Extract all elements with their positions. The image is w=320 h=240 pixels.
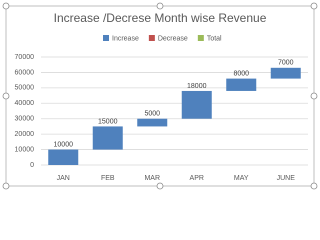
x-tick-label: APR (190, 175, 204, 182)
legend-label: Increase (112, 35, 139, 42)
chart-title: Increase /Decrese Month wise Revenue (54, 11, 267, 25)
x-tick-label: FEB (101, 175, 115, 182)
x-tick-label: MAR (144, 175, 160, 182)
bar (181, 90, 212, 119)
y-tick-label: 10000 (15, 146, 35, 153)
data-label: 10000 (54, 141, 74, 148)
legend-swatch (197, 35, 204, 41)
data-label: 15000 (98, 118, 118, 125)
data-label: 5000 (144, 111, 160, 118)
bar (226, 78, 257, 91)
data-label: 8000 (233, 70, 249, 77)
y-tick-label: 0 (30, 162, 34, 169)
y-tick-label: 20000 (15, 131, 35, 138)
bar (92, 126, 123, 150)
x-tick-label: MAY (234, 175, 249, 182)
y-tick-label: 60000 (15, 69, 35, 76)
x-tick-label: JAN (57, 175, 70, 182)
bar (270, 67, 301, 79)
bar (48, 149, 79, 165)
y-tick-label: 40000 (15, 100, 35, 107)
y-tick-label: 50000 (15, 85, 35, 92)
legend-swatch (103, 35, 109, 41)
chart: Increase /Decrese Month wise Revenue Inc… (2, 2, 318, 190)
bar (137, 118, 168, 127)
y-tick-label: 70000 (15, 54, 35, 61)
x-tick-label: JUNE (277, 175, 296, 182)
selection-handles (2, 2, 318, 190)
data-label: 18000 (187, 83, 207, 90)
legend-swatch (148, 35, 155, 41)
data-label: 7000 (278, 60, 294, 67)
legend-label: Total (207, 35, 222, 42)
y-tick-label: 30000 (15, 116, 35, 123)
legend-label: Decrease (158, 35, 188, 42)
